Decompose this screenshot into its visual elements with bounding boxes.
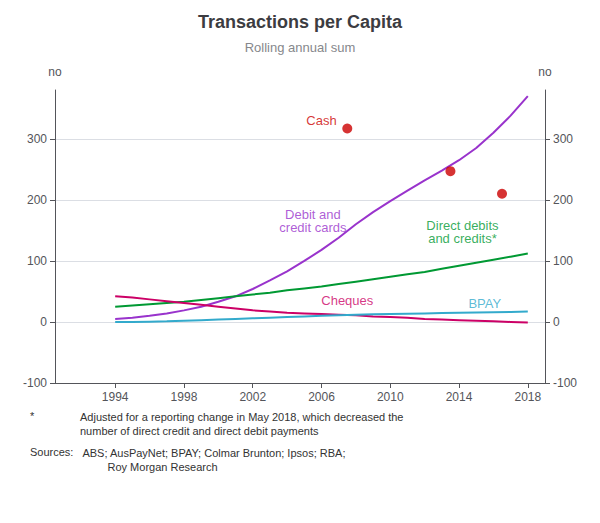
svg-text:100: 100 bbox=[27, 254, 47, 268]
svg-text:BPAY: BPAY bbox=[468, 296, 501, 311]
svg-text:0: 0 bbox=[553, 315, 560, 329]
svg-text:2002: 2002 bbox=[239, 390, 266, 404]
svg-text:0: 0 bbox=[40, 315, 47, 329]
svg-text:Cash: Cash bbox=[306, 113, 336, 128]
svg-text:Sources:: Sources: bbox=[30, 446, 73, 458]
svg-text:*: * bbox=[30, 410, 35, 422]
svg-text:300: 300 bbox=[27, 132, 47, 146]
svg-text:1998: 1998 bbox=[171, 390, 198, 404]
svg-text:ABS; AusPayNet; BPAY; Colmar B: ABS; AusPayNet; BPAY; Colmar Brunton; Ip… bbox=[80, 447, 345, 459]
svg-text:Direct debits: Direct debits bbox=[426, 217, 499, 233]
svg-text:no: no bbox=[538, 65, 552, 79]
svg-text:-100: -100 bbox=[553, 376, 577, 390]
svg-text:no: no bbox=[48, 65, 62, 79]
svg-text:100: 100 bbox=[553, 254, 573, 268]
svg-text:2010: 2010 bbox=[377, 390, 404, 404]
svg-text:-100: -100 bbox=[23, 376, 47, 390]
svg-text:and credits*: and credits* bbox=[428, 231, 497, 246]
svg-text:Debit and: Debit and bbox=[285, 207, 341, 223]
svg-text:credit cards: credit cards bbox=[279, 220, 347, 235]
svg-text:Adjusted for a reporting chang: Adjusted for a reporting change in May 2… bbox=[80, 411, 403, 423]
svg-text:300: 300 bbox=[553, 132, 573, 146]
svg-text:Rolling annual sum: Rolling annual sum bbox=[245, 40, 356, 55]
svg-text:Roy Morgan Research: Roy Morgan Research bbox=[80, 461, 218, 473]
svg-text:number of direct credit and di: number of direct credit and direct debit… bbox=[80, 425, 319, 437]
svg-text:2014: 2014 bbox=[446, 390, 473, 404]
svg-text:Cheques: Cheques bbox=[321, 293, 374, 308]
svg-text:1994: 1994 bbox=[102, 390, 129, 404]
svg-text:200: 200 bbox=[553, 193, 573, 207]
svg-text:Transactions per Capita: Transactions per Capita bbox=[198, 12, 403, 32]
svg-text:2006: 2006 bbox=[308, 390, 335, 404]
svg-text:2018: 2018 bbox=[514, 390, 541, 404]
svg-text:200: 200 bbox=[27, 193, 47, 207]
